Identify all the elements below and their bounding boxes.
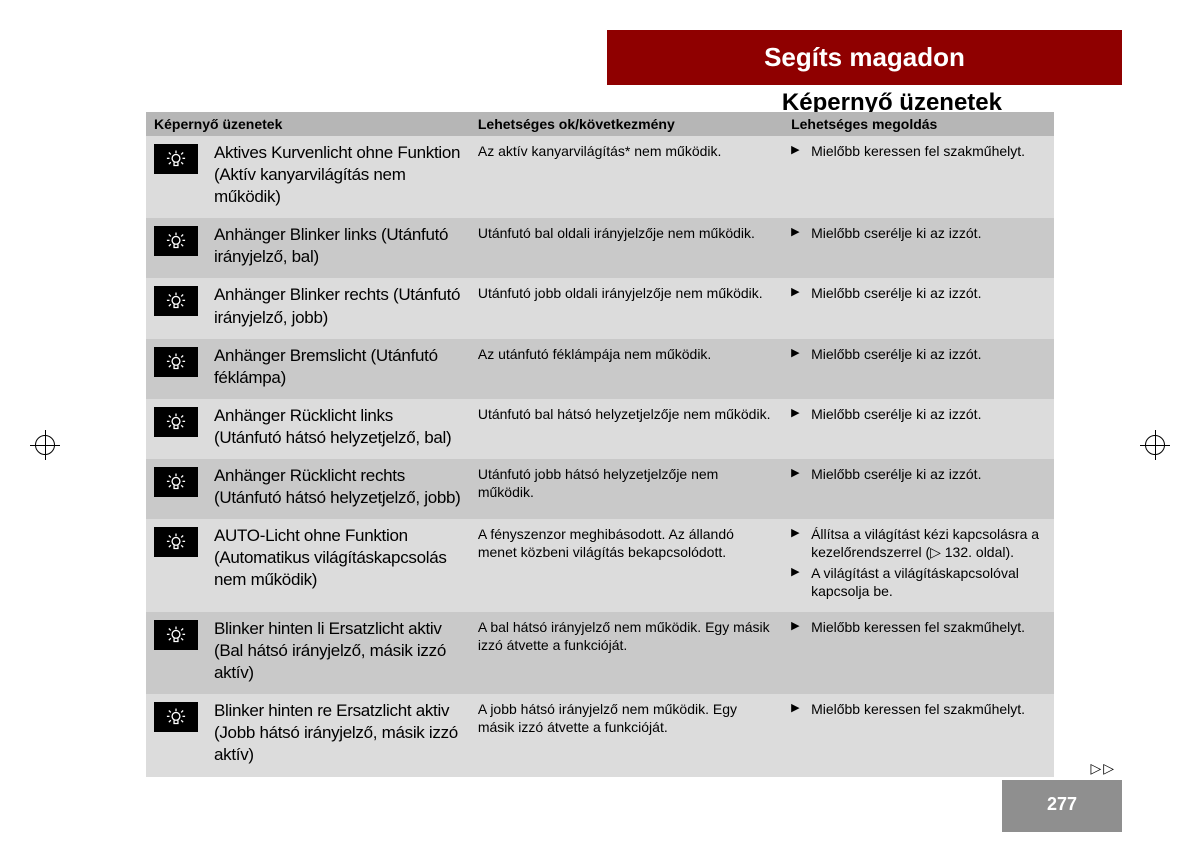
cause-cell: Utánfutó bal oldali irányjelzője nem műk… — [470, 218, 783, 278]
solution-list: Mielőbb cserélje ki az izzót. — [791, 224, 1046, 242]
message-cell: Blinker hinten li Ersatzlicht aktiv (Bal… — [206, 612, 470, 694]
bulb-glow-icon — [154, 702, 198, 732]
icon-cell — [146, 459, 206, 519]
cause-cell: Az utánfutó féklámpája nem működik. — [470, 339, 783, 399]
solution-cell: Mielőbb cserélje ki az izzót. — [783, 339, 1054, 399]
message-cell: AUTO-Licht ohne Funktion (Automatikus vi… — [206, 519, 470, 612]
messages-table: Képernyő üzenetek Lehetséges ok/következ… — [146, 112, 1054, 777]
col-header-cause: Lehetséges ok/következmény — [470, 112, 783, 136]
bulb-glow-icon — [154, 407, 198, 437]
solution-list: Mielőbb cserélje ki az izzót. — [791, 284, 1046, 302]
registration-mark-right — [1140, 430, 1170, 460]
page-number-tab: 277 — [1002, 780, 1122, 832]
icon-cell — [146, 218, 206, 278]
table-row: Blinker hinten re Ersatzlicht aktiv (Job… — [146, 694, 1054, 776]
bulb-glow-icon — [154, 226, 198, 256]
message-cell: Aktives Kurvenlicht ohne Funktion (Aktív… — [206, 136, 470, 218]
solution-item: Mielőbb cserélje ki az izzót. — [791, 405, 1046, 423]
table-header: Képernyő üzenetek Lehetséges ok/következ… — [146, 112, 1054, 136]
col-header-solution: Lehetséges megoldás — [783, 112, 1054, 136]
bulb-glow-icon — [154, 467, 198, 497]
solution-cell: Állítsa a világítást kézi kapcsolásra a … — [783, 519, 1054, 612]
registration-mark-left — [30, 430, 60, 460]
message-cell: Blinker hinten re Ersatzlicht aktiv (Job… — [206, 694, 470, 776]
chapter-title: Segíts magadon — [764, 42, 965, 72]
bulb-glow-icon — [154, 347, 198, 377]
message-cell: Anhänger Blinker rechts (Utánfutó irányj… — [206, 278, 470, 338]
message-cell: Anhänger Blinker links (Utánfutó irányje… — [206, 218, 470, 278]
col-header-message: Képernyő üzenetek — [146, 112, 470, 136]
solution-cell: Mielőbb cserélje ki az izzót. — [783, 459, 1054, 519]
cause-cell: A jobb hátsó irányjelző nem működik. Egy… — [470, 694, 783, 776]
icon-cell — [146, 136, 206, 218]
solution-item: Mielőbb cserélje ki az izzót. — [791, 345, 1046, 363]
solution-cell: Mielőbb cserélje ki az izzót. — [783, 278, 1054, 338]
chapter-tab: Segíts magadon — [607, 30, 1122, 85]
cause-cell: A bal hátsó irányjelző nem működik. Egy … — [470, 612, 783, 694]
solution-cell: Mielőbb keressen fel szakműhelyt. — [783, 612, 1054, 694]
table-row: Anhänger Blinker links (Utánfutó irányje… — [146, 218, 1054, 278]
solution-list: Mielőbb cserélje ki az izzót. — [791, 345, 1046, 363]
table-row: AUTO-Licht ohne Funktion (Automatikus vi… — [146, 519, 1054, 612]
message-cell: Anhänger Rücklicht links (Utánfutó hátsó… — [206, 399, 470, 459]
icon-cell — [146, 694, 206, 776]
solution-cell: Mielőbb keressen fel szakműhelyt. — [783, 694, 1054, 776]
cause-cell: Utánfutó bal hátsó helyzetjelzője nem mű… — [470, 399, 783, 459]
cause-cell: Az aktív kanyarvilágítás* nem működik. — [470, 136, 783, 218]
solution-item: Mielőbb cserélje ki az izzót. — [791, 224, 1046, 242]
solution-list: Mielőbb keressen fel szakműhelyt. — [791, 618, 1046, 636]
bulb-glow-icon — [154, 144, 198, 174]
table-row: Anhänger Blinker rechts (Utánfutó irányj… — [146, 278, 1054, 338]
icon-cell — [146, 339, 206, 399]
message-cell: Anhänger Rücklicht rechts (Utánfutó háts… — [206, 459, 470, 519]
icon-cell — [146, 399, 206, 459]
solution-item: Mielőbb keressen fel szakműhelyt. — [791, 142, 1046, 160]
solution-item: Mielőbb keressen fel szakműhelyt. — [791, 618, 1046, 636]
cause-cell: A fényszenzor meghibásodott. Az állandó … — [470, 519, 783, 612]
table-row: Blinker hinten li Ersatzlicht aktiv (Bal… — [146, 612, 1054, 694]
page-number: 277 — [1002, 794, 1122, 815]
solution-list: Mielőbb keressen fel szakműhelyt. — [791, 142, 1046, 160]
solution-cell: Mielőbb cserélje ki az izzót. — [783, 399, 1054, 459]
bulb-glow-icon — [154, 286, 198, 316]
solution-item: Mielőbb cserélje ki az izzót. — [791, 284, 1046, 302]
solution-list: Mielőbb cserélje ki az izzót. — [791, 465, 1046, 483]
solution-list: Állítsa a világítást kézi kapcsolásra a … — [791, 525, 1046, 600]
solution-cell: Mielőbb cserélje ki az izzót. — [783, 218, 1054, 278]
table-row: Anhänger Rücklicht rechts (Utánfutó háts… — [146, 459, 1054, 519]
manual-page: Segíts magadon Képernyő üzenetek Képerny… — [0, 0, 1200, 857]
solution-item: Mielőbb keressen fel szakműhelyt. — [791, 700, 1046, 718]
message-cell: Anhänger Bremslicht (Utánfutó féklámpa) — [206, 339, 470, 399]
solution-list: Mielőbb cserélje ki az izzót. — [791, 405, 1046, 423]
solution-list: Mielőbb keressen fel szakműhelyt. — [791, 700, 1046, 718]
solution-item: Állítsa a világítást kézi kapcsolásra a … — [791, 525, 1046, 561]
continue-marker: ▷▷ — [1090, 760, 1116, 777]
cause-cell: Utánfutó jobb hátsó helyzetjelzője nem m… — [470, 459, 783, 519]
solution-cell: Mielőbb keressen fel szakműhelyt. — [783, 136, 1054, 218]
cause-cell: Utánfutó jobb oldali irányjelzője nem mű… — [470, 278, 783, 338]
table-row: Anhänger Bremslicht (Utánfutó féklámpa)A… — [146, 339, 1054, 399]
solution-item: Mielőbb cserélje ki az izzót. — [791, 465, 1046, 483]
icon-cell — [146, 278, 206, 338]
table-row: Aktives Kurvenlicht ohne Funktion (Aktív… — [146, 136, 1054, 218]
bulb-glow-icon — [154, 620, 198, 650]
icon-cell — [146, 519, 206, 612]
table-body: Aktives Kurvenlicht ohne Funktion (Aktív… — [146, 136, 1054, 777]
table-row: Anhänger Rücklicht links (Utánfutó hátsó… — [146, 399, 1054, 459]
icon-cell — [146, 612, 206, 694]
bulb-glow-icon — [154, 527, 198, 557]
solution-item: A világítást a világításkapcsolóval kapc… — [791, 564, 1046, 600]
